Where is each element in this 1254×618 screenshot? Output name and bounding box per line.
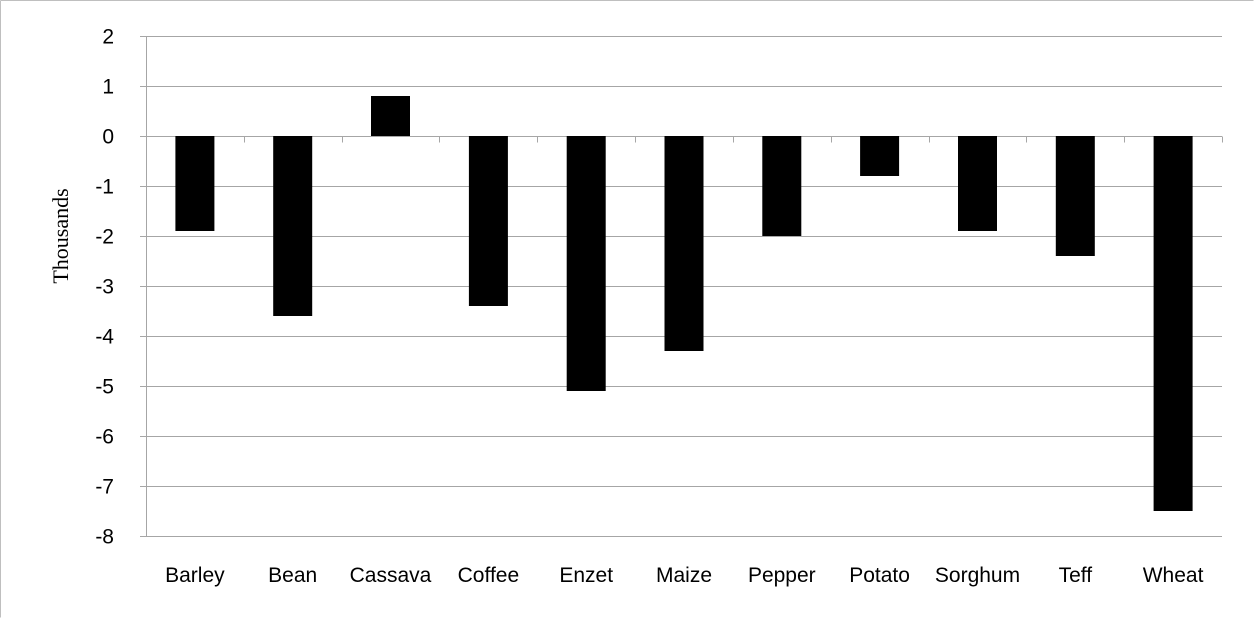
bar-maize xyxy=(664,136,704,351)
y-tick-label: -4 xyxy=(95,326,114,349)
y-tick-label: -1 xyxy=(95,176,114,199)
x-category-label: Sorghum xyxy=(935,564,1020,587)
y-tick-label: -3 xyxy=(95,276,114,299)
x-category-label: Wheat xyxy=(1143,564,1204,587)
x-category-label: Barley xyxy=(165,564,225,587)
y-tick-label: -7 xyxy=(95,476,114,499)
x-category-label: Potato xyxy=(849,564,910,587)
y-tick-label: -2 xyxy=(95,226,114,249)
y-axis-ticks: 2 1 0 -1 -2 -3 -4 -5 -6 -7 -8 xyxy=(95,26,114,549)
x-category-label: Teff xyxy=(1059,564,1093,587)
y-tick-label: -6 xyxy=(95,426,114,449)
y-tick-label: 0 xyxy=(102,126,114,149)
bar-pepper xyxy=(762,136,802,236)
bar-cassava xyxy=(371,96,410,136)
bars xyxy=(175,96,1193,511)
y-tick-label: -5 xyxy=(95,376,114,399)
bar-barley xyxy=(175,136,215,231)
x-category-label: Enzet xyxy=(559,564,613,587)
x-category-label: Bean xyxy=(268,564,317,587)
bar-wheat xyxy=(1153,136,1193,511)
y-tick-label: 1 xyxy=(102,76,114,99)
y-tick-label: -8 xyxy=(95,526,114,549)
x-category-label: Cassava xyxy=(350,564,432,587)
bar-potato xyxy=(860,136,900,176)
x-axis-categories: Barley Bean Cassava Coffee Enzet Maize Pepper P… xyxy=(165,564,1203,587)
x-category-label: Maize xyxy=(656,564,712,587)
y-tick-label: 2 xyxy=(102,26,114,49)
y-axis-title: Thousands xyxy=(48,188,73,283)
bar-enzet xyxy=(566,136,606,391)
x-category-label: Coffee xyxy=(458,564,520,587)
bar-bean xyxy=(273,136,313,316)
bar-sorghum xyxy=(958,136,997,231)
bar-teff xyxy=(1055,136,1095,256)
x-category-label: Pepper xyxy=(748,564,816,587)
bar-coffee xyxy=(468,136,508,306)
